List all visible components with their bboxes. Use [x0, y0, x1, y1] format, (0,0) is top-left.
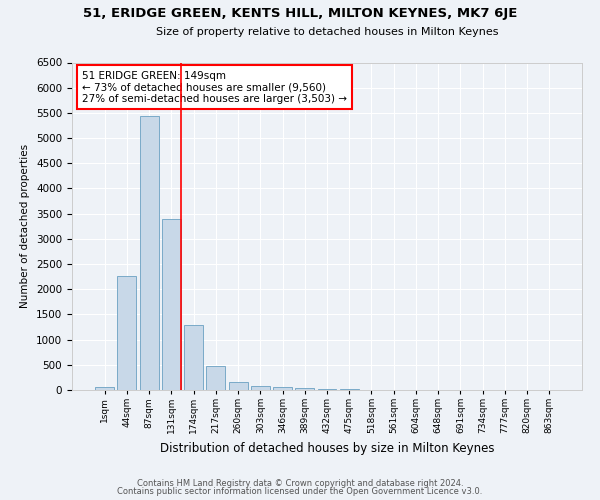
Y-axis label: Number of detached properties: Number of detached properties: [20, 144, 31, 308]
Bar: [118, 276, 136, 390]
Bar: [140, 116, 158, 390]
Bar: [229, 382, 248, 390]
Text: Contains public sector information licensed under the Open Government Licence v3: Contains public sector information licen…: [118, 487, 482, 496]
Bar: [206, 366, 225, 390]
Text: 51 ERIDGE GREEN: 149sqm
← 73% of detached houses are smaller (9,560)
27% of semi: 51 ERIDGE GREEN: 149sqm ← 73% of detache…: [82, 70, 347, 104]
Title: Size of property relative to detached houses in Milton Keynes: Size of property relative to detached ho…: [156, 26, 498, 36]
Bar: [184, 325, 203, 390]
Bar: [251, 386, 270, 390]
Bar: [340, 389, 359, 390]
Bar: [162, 219, 181, 390]
X-axis label: Distribution of detached houses by size in Milton Keynes: Distribution of detached houses by size …: [160, 442, 494, 454]
Text: 51, ERIDGE GREEN, KENTS HILL, MILTON KEYNES, MK7 6JE: 51, ERIDGE GREEN, KENTS HILL, MILTON KEY…: [83, 8, 517, 20]
Bar: [95, 387, 114, 390]
Bar: [317, 388, 337, 390]
Bar: [295, 388, 314, 390]
Text: Contains HM Land Registry data © Crown copyright and database right 2024.: Contains HM Land Registry data © Crown c…: [137, 478, 463, 488]
Bar: [273, 387, 292, 390]
